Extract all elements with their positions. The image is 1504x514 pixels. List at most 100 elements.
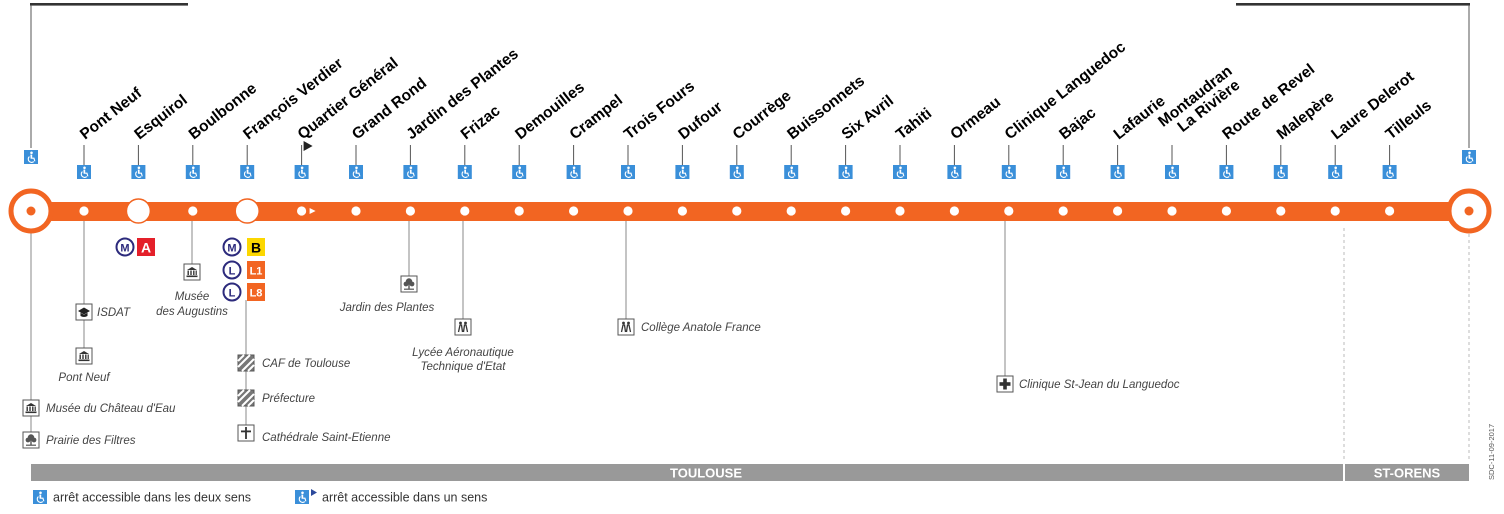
poi-prefecture: Préfecture <box>237 389 315 407</box>
stop-marker <box>1385 206 1395 216</box>
stop[interactable]: Malepère <box>1273 88 1338 216</box>
wheelchair-icon <box>511 164 527 180</box>
wheelchair-icon <box>348 164 364 180</box>
wheelchair-icon <box>729 164 745 180</box>
hospital-cross-icon <box>996 375 1014 393</box>
poi-clinique-st-jean: Clinique St-Jean du Languedoc <box>996 375 1180 393</box>
wheelchair-icon <box>838 164 854 180</box>
poi-jardin-des-plantes: Jardin des Plantes <box>339 275 435 314</box>
stop[interactable]: Bajac <box>1055 104 1100 216</box>
linibus-line-label: L8 <box>250 288 263 300</box>
stop[interactable]: François Verdier <box>234 55 346 224</box>
poi-musee-des-augustins: Musée des Augustins <box>156 263 228 318</box>
stop[interactable]: Trois Fours <box>620 78 698 216</box>
stop-marker <box>1004 206 1014 216</box>
stop-marker <box>1058 206 1068 216</box>
stop[interactable]: Pont Neuf <box>76 84 146 216</box>
stop-marker <box>1221 206 1231 216</box>
museum-icon <box>22 399 40 417</box>
poi-musee-chateau-eau: Musée du Château d'Eau <box>22 399 176 417</box>
stop-marker <box>949 206 960 216</box>
stop[interactable]: Tilleuls <box>1382 97 1435 216</box>
connection-metro-a[interactable]: M A <box>115 237 156 257</box>
public-building-icon <box>237 354 255 372</box>
stop[interactable]: Buissonnets <box>783 72 868 216</box>
stop-name: Bajac <box>1056 104 1099 143</box>
wheelchair-icon <box>1273 164 1289 180</box>
stop-marker <box>623 206 633 216</box>
wheelchair-icon <box>185 164 201 180</box>
wheelchair-icon <box>1055 164 1071 180</box>
church-cross-icon <box>237 424 255 442</box>
wheelchair-icon <box>1110 164 1126 180</box>
museum-icon <box>75 347 93 365</box>
poi-isdat: ISDAT <box>75 303 131 321</box>
poi-label: Collège Anatole France <box>641 322 761 334</box>
terminus-bar-left <box>30 3 188 6</box>
stop-marker <box>569 206 579 216</box>
poi-label: Musée <box>175 291 210 303</box>
stop-marker <box>188 206 198 216</box>
metro-symbol: M <box>227 243 236 255</box>
park-tree-icon <box>400 275 418 293</box>
poi-label: Clinique St-Jean du Languedoc <box>1019 379 1180 391</box>
stop-marker <box>1276 206 1286 216</box>
stop[interactable]: Ormeau <box>946 94 1004 216</box>
terminus-dot <box>26 206 36 216</box>
stop-name: Tahiti <box>893 105 935 143</box>
legend-one-direction: arrêt accessible dans un sens <box>322 491 487 505</box>
stop[interactable]: Tahiti <box>892 105 935 216</box>
poi-label: Pont Neuf <box>58 372 111 384</box>
wheelchair-icon <box>620 164 636 180</box>
stop[interactable]: Crampel <box>566 92 626 216</box>
wheelchair-icon <box>402 164 418 180</box>
stop-marker <box>841 206 851 216</box>
zone-label-st-orens: ST-ORENS <box>1374 466 1441 481</box>
graduation-cap-icon <box>75 303 93 321</box>
stop-marker <box>1330 206 1340 216</box>
connection-linibus-l8[interactable]: L L8 <box>222 282 266 302</box>
stop[interactable]: Laure Delerot <box>1327 68 1417 216</box>
wheelchair-icon <box>566 164 582 180</box>
metro-symbol: M <box>120 243 129 255</box>
wheelchair-icon <box>239 164 255 180</box>
stop[interactable]: Dufour <box>674 98 726 216</box>
poi-label: CAF de Toulouse <box>262 358 350 370</box>
stop[interactable]: Demouilles <box>511 79 588 216</box>
linibus-line-label: L1 <box>250 266 263 278</box>
stop[interactable]: Boulbonne <box>185 80 261 216</box>
poi-label: Technique d'Etat <box>421 361 507 373</box>
stop-marker <box>1167 206 1177 216</box>
stop-name: Ormeau <box>947 94 1004 143</box>
zone-bar-st-orens <box>1345 464 1469 481</box>
linibus-symbol: L <box>229 288 236 300</box>
stop-name: Tilleuls <box>1383 97 1435 143</box>
stop[interactable]: Lafaurie <box>1110 92 1169 216</box>
stop-name: Courrège <box>730 87 795 143</box>
connection-linibus-l1[interactable]: L L1 <box>222 260 266 280</box>
metro-line-label: B <box>251 240 261 256</box>
poi-label: Prairie des Filtres <box>46 435 136 447</box>
terminus-end[interactable] <box>1446 149 1492 234</box>
zone-label-toulouse: TOULOUSE <box>670 466 742 481</box>
connection-metro-b[interactable]: M B <box>222 237 266 257</box>
stop[interactable]: Six Avril <box>838 92 897 216</box>
stop-name: Dufour <box>675 98 725 143</box>
wheelchair-icon <box>32 489 48 505</box>
zone-bar-toulouse <box>31 464 1343 481</box>
terminus-start[interactable] <box>8 149 54 234</box>
stop-marker <box>786 206 796 216</box>
wheelchair-icon <box>1218 164 1234 180</box>
wheelchair-icon <box>76 164 92 180</box>
poi-pont-neuf: Pont Neuf <box>58 347 111 384</box>
stop-marker <box>79 206 89 216</box>
stop[interactable]: Frizac <box>457 102 504 216</box>
museum-icon <box>183 263 201 281</box>
stop[interactable]: Courrège <box>729 87 795 216</box>
route-line <box>31 202 1469 221</box>
wheelchair-icon <box>294 164 310 180</box>
terminus-dot <box>1464 206 1474 216</box>
poi-lycee-aeronautique: Lycée Aéronautique Technique d'Etat <box>412 318 514 373</box>
direction-arrow-icon <box>311 489 317 496</box>
stop-name: François Verdier <box>240 55 346 143</box>
